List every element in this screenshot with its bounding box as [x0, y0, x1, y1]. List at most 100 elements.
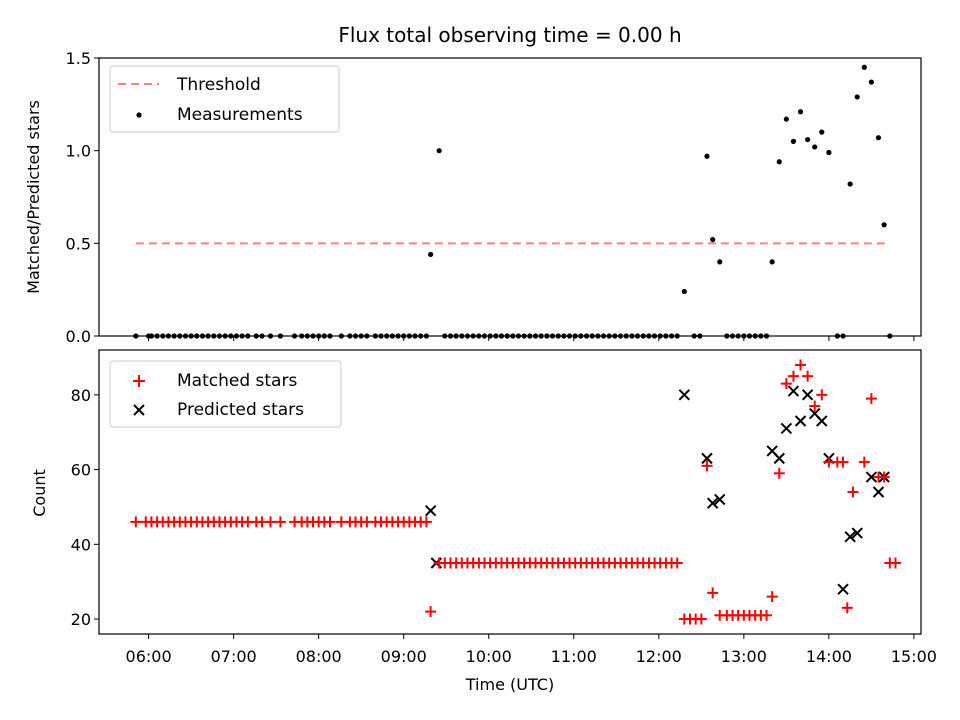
measurement-point: [861, 64, 867, 70]
y-tick-label: 0.0: [66, 327, 91, 346]
top-y-ticks: 0.0 0.5 1.0 1.5: [66, 49, 99, 346]
measurement-point: [826, 149, 832, 156]
top-y-axis-label: Matched/Predicted stars: [24, 100, 43, 294]
y-tick-label: 0.5: [66, 234, 91, 253]
top-chart-title: Flux total observing time = 0.00 h: [338, 23, 681, 47]
matched-star-point: [780, 378, 792, 390]
legend-measurements-label: Measurements: [177, 105, 303, 125]
top-legend-box: [109, 65, 340, 133]
bottom-x-axis-label: Time (UTC): [465, 675, 554, 694]
matched-star-point: [671, 557, 683, 569]
measurement-point: [868, 79, 874, 85]
measurement-point: [704, 153, 710, 159]
x-tick-label: 12:00: [636, 647, 682, 666]
top-x-ticks: [148, 336, 915, 341]
predicted-star-point: [794, 415, 807, 427]
y-tick-label: 40: [71, 535, 91, 554]
legend-matched-swatch: [133, 375, 145, 387]
measurement-point: [847, 181, 853, 187]
predicted-star-point: [801, 389, 814, 401]
measurement-point: [436, 148, 442, 154]
matched-star-point: [841, 602, 853, 614]
measurement-point: [790, 138, 797, 144]
matched-star-point: [809, 400, 821, 412]
predicted-star-point: [706, 497, 719, 509]
matched-star-point: [425, 606, 437, 618]
measurement-point: [881, 222, 887, 228]
matched-star-point: [264, 516, 276, 528]
matched-star-point: [865, 393, 877, 405]
x-tick-label: 10:00: [466, 647, 512, 666]
measurement-point: [854, 94, 860, 100]
measurement-point: [797, 109, 804, 115]
matched-star-point: [695, 613, 707, 625]
legend-predicted-swatch: [133, 404, 145, 416]
measurement-point: [819, 129, 825, 135]
matched-star-point: [761, 609, 773, 621]
x-tick-label: 14:00: [806, 647, 852, 666]
y-tick-label: 1.0: [66, 142, 91, 161]
matched-star-point: [795, 359, 807, 371]
bottom-legend: Matched stars Predicted stars: [109, 360, 342, 428]
measurement-point: [769, 259, 775, 265]
top-legend: Threshold Measurements: [109, 65, 340, 133]
matched-star-point: [847, 486, 859, 498]
bottom-y-ticks: 20 40 60 80: [71, 386, 99, 629]
y-tick-label: 60: [71, 461, 91, 480]
x-tick-label: 11:00: [551, 647, 597, 666]
predicted-star-point: [837, 583, 849, 595]
bottom-legend-box: [109, 360, 342, 428]
legend-measurements-swatch: [136, 112, 142, 118]
measurement-point: [812, 144, 818, 150]
predicted-star-point: [865, 471, 878, 483]
measurement-point: [875, 135, 882, 141]
matched-star-point: [324, 516, 336, 528]
predicted-star-point: [787, 385, 800, 397]
predicted-star-point: [424, 504, 437, 517]
matched-star-point: [701, 460, 713, 472]
measurement-point: [783, 116, 789, 122]
predicted-star-point: [844, 531, 856, 543]
measurement-point: [681, 288, 687, 295]
x-tick-label: 06:00: [126, 647, 172, 666]
measurement-point: [805, 136, 811, 143]
predicted-star-point: [872, 486, 885, 498]
matched-star-point: [707, 587, 719, 599]
legend-predicted-label: Predicted stars: [177, 400, 304, 420]
bottom-y-axis-label: Count: [30, 469, 49, 517]
x-tick-label: 07:00: [211, 647, 257, 666]
matched-star-point: [816, 389, 828, 401]
legend-threshold-label: Threshold: [176, 75, 261, 95]
legend-matched-label: Matched stars: [177, 371, 297, 391]
y-tick-label: 1.5: [66, 49, 91, 68]
matched-star-point: [889, 557, 901, 569]
x-tick-label: 08:00: [296, 647, 342, 666]
predicted-star-point: [780, 422, 793, 435]
matched-star-point: [130, 516, 142, 528]
y-tick-label: 80: [71, 386, 91, 405]
matched-star-point: [766, 591, 778, 603]
predicted-star-point: [851, 527, 863, 539]
matched-star-point: [420, 516, 432, 528]
measurement-point: [428, 251, 434, 258]
top-panel: Flux total observing time = 0.00 h Match…: [24, 23, 922, 346]
bottom-plot-frame: [98, 349, 922, 635]
x-tick-label: 15:00: [891, 647, 937, 666]
matched-star-point: [837, 456, 849, 468]
predicted-star-point: [714, 493, 726, 506]
measurement-point: [717, 259, 723, 265]
bottom-x-ticks: 06:00 07:00 08:00 09:00 10:00 11:00 12:00 13:00…: [126, 634, 937, 666]
predicted-star-point: [678, 389, 691, 401]
x-tick-label: 13:00: [721, 647, 767, 666]
bottom-plot-marks: [130, 359, 901, 625]
y-tick-label: 20: [71, 610, 91, 629]
matched-star-point: [878, 471, 890, 483]
predicted-star-point: [701, 452, 713, 465]
matched-star-point: [773, 467, 785, 479]
top-plot-frame: [98, 57, 922, 337]
matched-star-point: [274, 516, 286, 528]
predicted-star-point: [773, 452, 785, 465]
measurement-point: [776, 159, 782, 165]
matched-star-point: [858, 456, 870, 468]
